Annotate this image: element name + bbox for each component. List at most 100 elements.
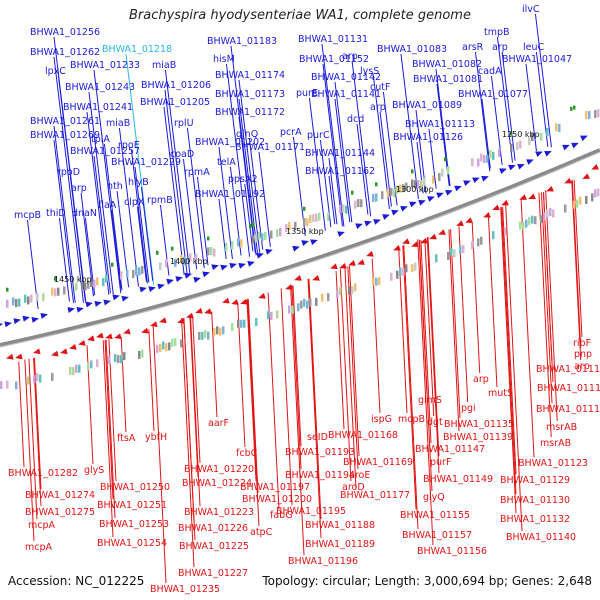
feature-band-upper <box>303 217 306 226</box>
gene-arrow-forward <box>409 201 417 208</box>
gene-label-lower: mutS <box>488 388 513 399</box>
leader-line-forward <box>319 139 332 228</box>
feature-band-lower <box>288 305 291 314</box>
gene-label-lower: aroE <box>349 470 370 481</box>
gene-arrow-forward <box>265 249 273 255</box>
feature-band-upper <box>141 265 144 274</box>
gene-arrow-forward <box>544 151 552 157</box>
leader-line-forward <box>86 111 110 295</box>
gene-arrow-forward <box>94 301 102 307</box>
leader-line-forward <box>238 98 258 253</box>
feature-band-upper <box>414 180 417 189</box>
leader-line-reverse <box>24 359 35 542</box>
feature-band-upper <box>438 173 441 182</box>
scale-label: 1450 kbp <box>54 275 92 284</box>
gene-label-upper: BHWA1_01172 <box>215 107 285 118</box>
leader-line-forward <box>218 146 233 259</box>
feature-tracks <box>0 105 600 390</box>
gene-label-upper: BHWA1_01047 <box>502 54 572 65</box>
feature-band-lower <box>243 319 246 328</box>
leader-line-forward <box>322 63 343 227</box>
gene-label-lower: BHWA1_01156 <box>417 546 487 557</box>
leader-line-forward <box>382 91 398 206</box>
gene-label-lower: BHWA1_01254 <box>97 538 167 549</box>
gene-label-lower: BHWA1_01275 <box>25 507 95 518</box>
feature-band-upper <box>516 142 519 151</box>
scale-label: 1350 kbp <box>286 227 324 236</box>
feature-band-upper <box>342 204 345 213</box>
gene-label-upper: BHWA1_01083 <box>377 44 447 55</box>
gene-label-upper: BHWA1_01218 <box>102 44 172 55</box>
gene-arrow-forward <box>364 220 372 227</box>
gene-arrow-forward <box>310 239 318 246</box>
leader-line-reverse <box>427 237 440 457</box>
leader-line-reverse <box>192 316 201 464</box>
leader-line-reverse <box>542 191 554 383</box>
gene-arrow-reverse <box>411 241 419 248</box>
genome-ring <box>0 148 600 348</box>
feature-band-upper <box>63 286 66 295</box>
leader-line-reverse <box>348 265 360 457</box>
feature-band-upper <box>528 137 531 146</box>
leader-line-reverse <box>426 237 440 474</box>
feature-band-lower <box>300 300 303 309</box>
feature-band-upper <box>96 277 99 286</box>
feature-band-upper <box>174 258 177 267</box>
gene-arrow-reverse <box>15 353 23 360</box>
leader-line-forward <box>356 123 369 215</box>
gene-label-lower: BHWA1_01139 <box>443 432 513 443</box>
gene-arrow-reverse <box>582 173 590 179</box>
feature-band-lower <box>213 328 216 337</box>
gene-label-lower: BHWA1_01147 <box>415 444 485 455</box>
gene-label-lower: BHWA1_01140 <box>506 532 576 543</box>
gene-arrow-forward <box>76 306 84 313</box>
feature-band-lower <box>171 338 174 347</box>
gene-label-lower: BHWA1_01223 <box>184 507 254 518</box>
feature-band-lower <box>327 293 330 302</box>
feature-band-upper <box>486 154 489 163</box>
leader-line-forward <box>93 155 111 294</box>
gene-label-lower: BHWA1_01220 <box>184 464 254 475</box>
feature-band-lower <box>240 319 243 328</box>
feature-band-upper <box>396 185 399 194</box>
gene-arrow-reverse <box>159 317 167 324</box>
leader-line-reverse <box>247 299 259 494</box>
gene-arrow-forward <box>139 286 147 293</box>
gene-label-upper: arp <box>492 42 508 53</box>
feature-band-upper <box>138 267 141 276</box>
gene-label-upper: BHWA1_01205 <box>140 97 210 108</box>
gene-label-lower: fcbC <box>236 448 258 459</box>
gene-label-upper: flaA <box>98 200 117 211</box>
feature-band-upper <box>237 238 240 247</box>
gene-label-upper: BHWA1_01141 <box>311 89 381 100</box>
gene-arrow-forward <box>571 142 579 149</box>
feature-band-upper <box>27 296 30 305</box>
feature-band-lower <box>90 360 93 369</box>
feature-band-upper <box>372 193 375 202</box>
leader-line-reverse <box>501 207 517 495</box>
gene-arrow-forward <box>121 295 129 302</box>
gene-arrow-reverse <box>294 275 302 281</box>
feature-band-lower <box>480 236 483 245</box>
feature-band-upper <box>126 269 129 278</box>
feature-band-lower <box>270 311 273 320</box>
leader-line-forward <box>103 143 123 291</box>
leader-line-forward <box>400 53 419 200</box>
feature-band-upper <box>57 287 60 296</box>
feature-band-lower <box>579 196 582 205</box>
gene-label-upper: cadA <box>478 66 502 77</box>
gene-arrow-forward <box>400 205 408 212</box>
gene-label-upper: BHWA1_01171 <box>235 142 305 153</box>
feature-band-upper <box>510 143 513 152</box>
rna-marker <box>111 262 114 267</box>
leader-line-forward <box>501 51 516 161</box>
gene-label-upper: leuC <box>523 42 545 53</box>
gene-label-upper: mcpB <box>14 210 41 221</box>
gene-label-upper: telA <box>217 157 236 168</box>
feature-band-lower <box>276 310 279 319</box>
feature-band-lower <box>165 343 168 352</box>
leader-line-forward <box>308 97 326 231</box>
feature-band-lower <box>69 366 72 375</box>
